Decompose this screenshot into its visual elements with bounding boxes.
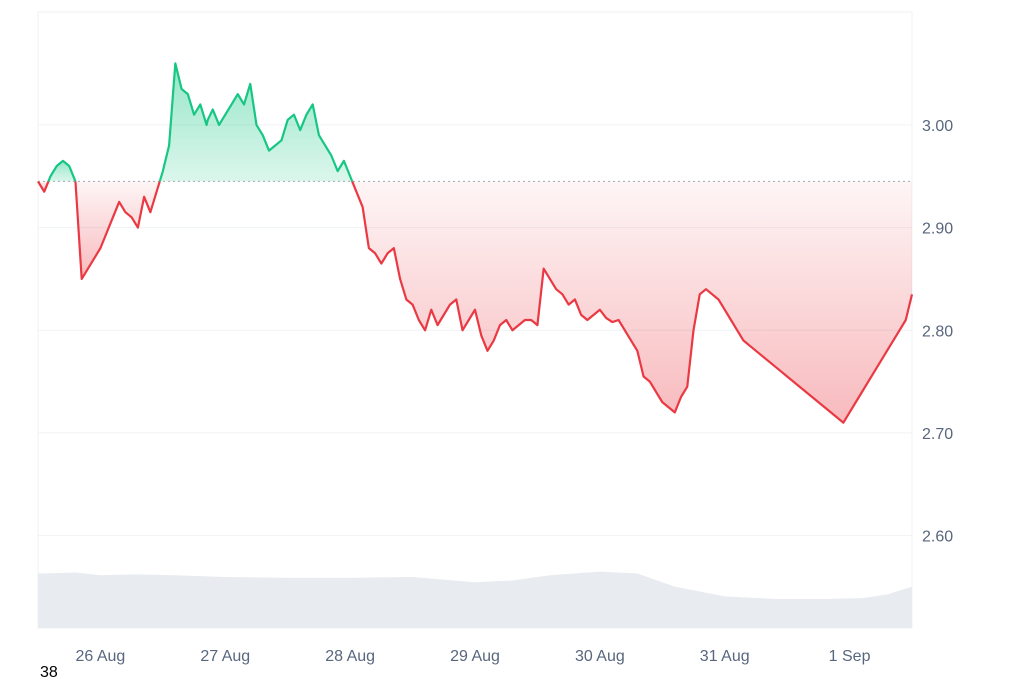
area-segment-down-4 — [352, 181, 912, 423]
x-tick-label-6: 1 Sep — [829, 648, 871, 665]
x-tick-label-4: 30 Aug — [575, 648, 625, 665]
corner-label: 38 — [40, 664, 58, 681]
y-tick-label-0: 3.00 — [922, 118, 953, 135]
x-tick-label-5: 31 Aug — [700, 648, 750, 665]
price-line — [37, 62, 914, 424]
line-segment-down-2 — [74, 181, 161, 281]
y-tick-label-2: 2.80 — [922, 323, 953, 340]
x-tick-label-0: 26 Aug — [76, 648, 126, 665]
x-tick-label-1: 27 Aug — [200, 648, 250, 665]
line-segment-down-0 — [37, 180, 50, 193]
x-tick-label-2: 28 Aug — [325, 648, 375, 665]
y-axis-ticks: 3.00 2.90 2.80 2.70 2.60 — [922, 118, 953, 546]
line-segment-up-3 — [158, 62, 354, 182]
x-tick-label-3: 29 Aug — [450, 648, 500, 665]
y-tick-label-4: 2.60 — [922, 529, 953, 546]
y-tick-label-1: 2.90 — [922, 221, 953, 238]
volume-area — [38, 571, 912, 628]
price-fill-area — [38, 63, 912, 423]
area-segment-down-2 — [75, 181, 160, 279]
line-segment-up-1 — [47, 159, 77, 182]
line-segment-down-4 — [351, 180, 914, 424]
volume-area-shape — [38, 571, 912, 628]
x-axis-ticks: 26 Aug 27 Aug 28 Aug 29 Aug 30 Aug 31 Aug 1 Se… — [76, 648, 871, 665]
y-tick-label-3: 2.70 — [922, 426, 953, 443]
